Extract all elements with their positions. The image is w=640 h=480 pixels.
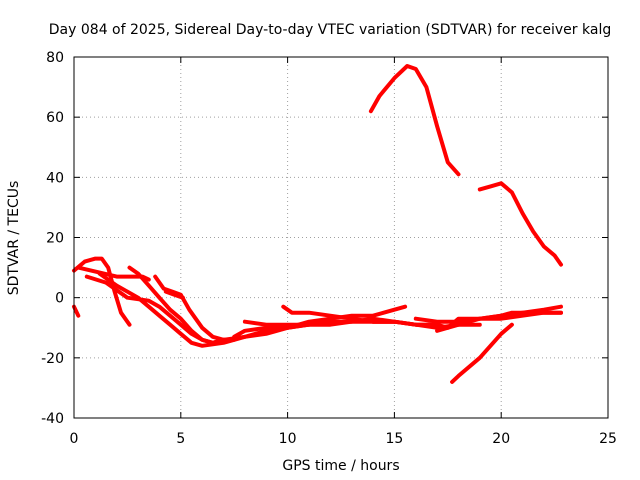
axis-ticks: 0 5 10 15 20 25 -40 -20 0 20 40 60 80	[41, 50, 617, 447]
series-arc-17	[477, 181, 563, 267]
y-tick-label: 80	[46, 50, 64, 66]
series-arc-14	[413, 304, 563, 324]
x-tick-label: 20	[492, 431, 510, 447]
x-tick-label: 10	[279, 431, 297, 447]
x-tick-label: 15	[385, 431, 403, 447]
y-tick-label: 60	[46, 110, 64, 126]
grid	[74, 57, 608, 418]
x-tick-label: 5	[176, 431, 185, 447]
chart-title: Day 084 of 2025, Sidereal Day-to-day VTE…	[49, 22, 611, 38]
series-arc-12	[328, 304, 408, 321]
series-arc-5	[97, 271, 333, 348]
series-arc-8	[163, 289, 185, 300]
series-arc-2	[72, 256, 132, 327]
series-arc-7	[153, 274, 237, 342]
plot-frame	[73, 56, 609, 419]
y-tick-label: 40	[46, 170, 64, 186]
series-arc-6	[127, 265, 311, 345]
series-arc-15	[435, 310, 563, 333]
series-arc-18	[450, 322, 514, 384]
x-axis-label: GPS time / hours	[282, 458, 399, 474]
series-arc-1	[72, 304, 81, 318]
y-tick-label: 20	[46, 231, 64, 247]
y-tick-label: -20	[41, 351, 64, 367]
x-tick-label: 25	[599, 431, 617, 447]
series-arc-16	[368, 64, 461, 177]
series-group	[72, 64, 563, 384]
y-axis-label: SDTVAR / TECUs	[6, 181, 22, 296]
y-tick-label: -40	[41, 411, 64, 427]
y-tick-label: 0	[55, 291, 64, 307]
x-tick-label: 0	[70, 431, 79, 447]
